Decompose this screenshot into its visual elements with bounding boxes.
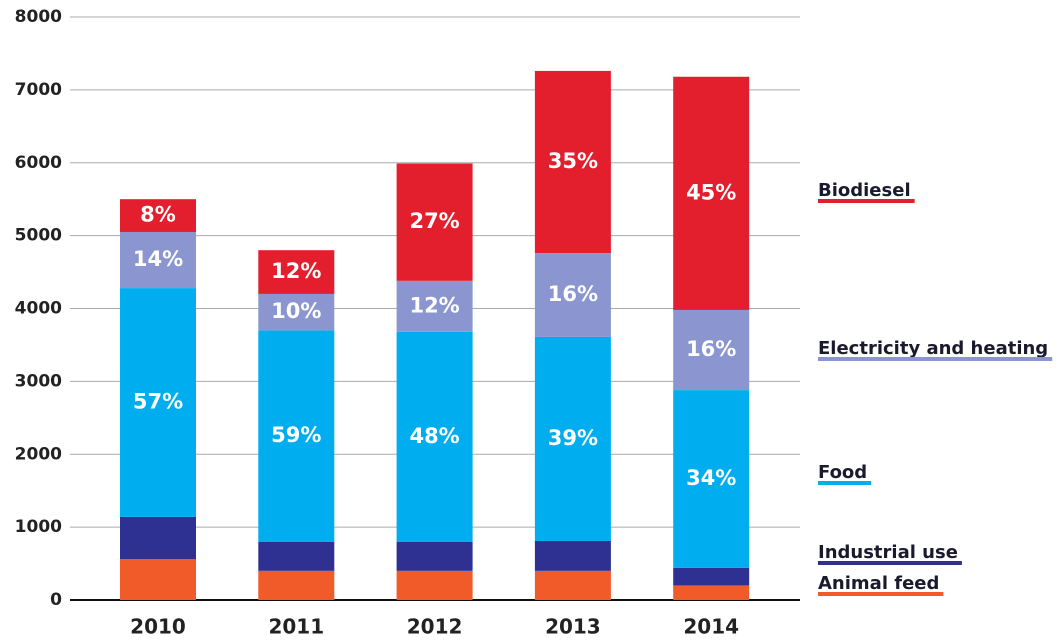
value-label: 16% [548, 282, 598, 306]
bar-segment [258, 570, 335, 600]
bar-segment [396, 541, 473, 571]
bar-segment [673, 585, 750, 600]
bar-segment [120, 559, 196, 600]
bar-segment [534, 336, 611, 541]
value-label: 48% [409, 424, 459, 448]
bar-segment [258, 330, 335, 542]
legend-label: Industrial use [818, 542, 958, 563]
value-label: 16% [686, 337, 736, 361]
y-tick-label: 6000 [15, 153, 62, 173]
x-tick-label: 2013 [545, 615, 601, 639]
y-tick-label: 7000 [15, 80, 62, 100]
bar-segment [396, 570, 473, 600]
y-tick-label: 1000 [15, 517, 62, 537]
y-tick-label: 3000 [15, 371, 62, 391]
bar-segment [534, 570, 611, 600]
bar-segment [534, 540, 611, 571]
bar-segment [258, 541, 335, 571]
value-label: 34% [686, 466, 736, 490]
bar-segment [673, 567, 750, 586]
bar-segment [396, 331, 473, 542]
bar-segment [258, 250, 335, 294]
bar-segment [673, 390, 750, 568]
value-label: 39% [548, 426, 598, 450]
legend-label: Biodiesel [818, 180, 911, 201]
value-label: 57% [133, 390, 183, 414]
bar-segment [258, 293, 335, 331]
y-tick-label: 0 [50, 590, 62, 610]
x-tick-label: 2012 [407, 615, 463, 639]
value-label: 14% [133, 247, 183, 271]
value-label: 10% [271, 299, 321, 323]
y-tick-label: 2000 [15, 444, 62, 464]
value-label: 8% [140, 203, 176, 227]
bar-segment [120, 516, 196, 560]
bar-segment [120, 231, 196, 289]
y-tick-label: 4000 [15, 299, 62, 319]
x-tick-label: 2014 [683, 615, 739, 639]
value-label: 35% [548, 149, 598, 173]
x-tick-label: 2010 [130, 615, 186, 639]
bar-segment [673, 76, 750, 310]
y-tick-label: 5000 [15, 226, 62, 246]
x-tick-label: 2011 [268, 615, 324, 639]
y-tick-label: 8000 [15, 7, 62, 27]
value-label: 45% [686, 180, 736, 204]
value-label: 12% [271, 259, 321, 283]
legend-label: Animal feed [818, 573, 939, 594]
value-label: 59% [271, 423, 321, 447]
legend-label: Food [818, 462, 867, 483]
legend-label: Electricity and heating [818, 338, 1048, 359]
value-label: 12% [409, 293, 459, 317]
bar-segment [673, 309, 750, 391]
bar-segment [534, 253, 611, 337]
bar-segment [120, 288, 196, 517]
bar-segment [396, 163, 473, 281]
bar-segment [396, 280, 473, 332]
bar-segment [120, 199, 196, 232]
value-label: 27% [409, 209, 459, 233]
bar-segment [534, 70, 611, 254]
